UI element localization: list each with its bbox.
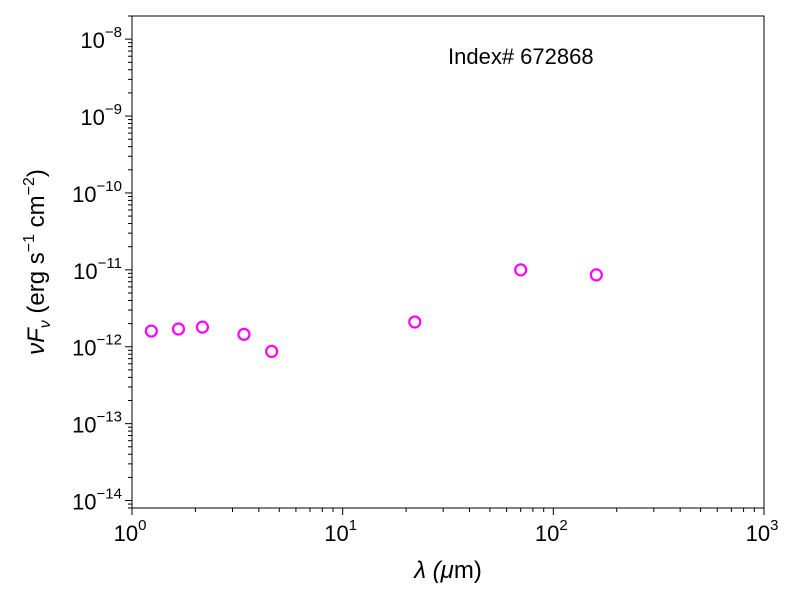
x-tick-label: 102 — [535, 517, 568, 546]
plot-area — [131, 15, 765, 509]
y-tick-label: 10−12 — [72, 332, 122, 361]
data-point — [144, 324, 158, 338]
y-tick-label: 10−8 — [80, 24, 122, 53]
x-tick-label: 103 — [746, 517, 779, 546]
x-axis-ticks: 100 101 102 103 — [114, 508, 779, 546]
x-axis-label: λ (μm) — [412, 557, 482, 584]
data-point — [589, 268, 603, 282]
x-tick-label: 100 — [114, 517, 147, 546]
x-tick-label: 101 — [324, 517, 357, 546]
y-axis-ticks: 10−14 10−13 10−12 10−11 10−10 10−9 10−8 — [72, 15, 132, 515]
data-point — [237, 327, 251, 341]
data-point — [195, 320, 210, 334]
y-tick-label: 10−13 — [72, 409, 122, 438]
y-tick-label: 10−11 — [73, 255, 122, 284]
y-tick-label: 10−10 — [72, 178, 122, 207]
data-point — [408, 315, 422, 329]
y-axis-label: νFν (erg s−1 cm−2) — [21, 169, 54, 355]
y-tick-label: 10−9 — [80, 101, 122, 130]
data-point — [171, 322, 186, 336]
data-points — [144, 263, 603, 358]
data-point — [514, 263, 528, 277]
data-point — [265, 344, 279, 358]
index-annotation: Index# 672868 — [448, 44, 594, 69]
y-tick-label: 10−14 — [72, 486, 122, 515]
